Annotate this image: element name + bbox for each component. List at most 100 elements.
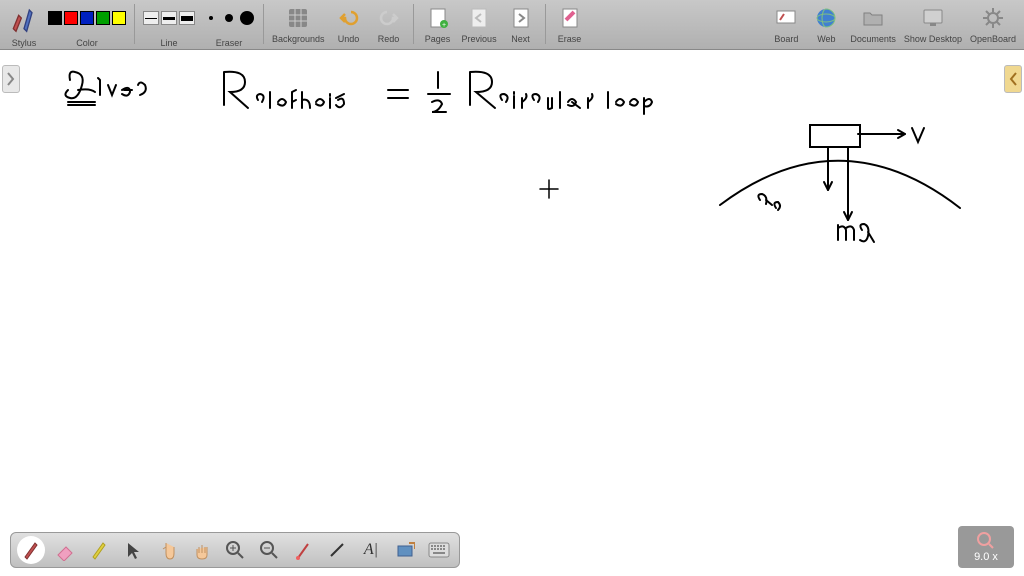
eraser-size-2[interactable] xyxy=(239,11,255,25)
undo-button[interactable] xyxy=(333,2,365,34)
text-tool[interactable]: A| xyxy=(357,536,385,564)
board-button[interactable] xyxy=(770,2,802,34)
undo-label: Undo xyxy=(338,34,360,44)
color-swatch-0[interactable] xyxy=(48,11,62,25)
pointer-icon xyxy=(123,540,143,560)
erase-button[interactable] xyxy=(554,2,586,34)
redo-label: Redo xyxy=(378,34,400,44)
separator xyxy=(545,4,546,44)
text-icon: A| xyxy=(364,541,378,559)
showdesktop-button[interactable] xyxy=(917,2,949,34)
eraser-size-group: Eraser xyxy=(203,2,255,48)
stylus-icon xyxy=(8,2,40,34)
board-group: Board xyxy=(770,2,802,44)
zoom-indicator[interactable]: 9.0 x xyxy=(958,526,1014,568)
eraser-icon xyxy=(54,539,76,561)
zoomin-tool[interactable] xyxy=(221,536,249,564)
pages-button[interactable]: + xyxy=(422,2,454,34)
top-toolbar: Stylus Color Line Eraser Backgrounds Und… xyxy=(0,0,1024,50)
next-button[interactable] xyxy=(505,2,537,34)
highlighter-tool[interactable] xyxy=(85,536,113,564)
right-panel-tab[interactable] xyxy=(1004,65,1022,93)
whiteboard-canvas[interactable] xyxy=(0,50,1024,576)
eraser-size-1[interactable] xyxy=(221,11,237,25)
undo-group: Undo xyxy=(333,2,365,44)
keyboard-tool[interactable] xyxy=(425,536,453,564)
pages-group: + Pages xyxy=(422,2,454,44)
keyboard-icon xyxy=(428,542,450,558)
web-button[interactable] xyxy=(810,2,842,34)
next-group: Next xyxy=(505,2,537,44)
bottom-toolbar: A| xyxy=(10,532,460,568)
line-width-2[interactable] xyxy=(179,11,195,25)
highlighter-icon xyxy=(88,539,110,561)
desktop-icon xyxy=(921,6,945,30)
next-label: Next xyxy=(511,34,530,44)
separator xyxy=(263,4,264,44)
pages-icon: + xyxy=(426,6,450,30)
zoomout-icon xyxy=(259,540,279,560)
gear-icon xyxy=(981,6,1005,30)
left-panel-tab[interactable] xyxy=(2,65,20,93)
erase-group: Erase xyxy=(554,2,586,44)
stylus-label: Stylus xyxy=(12,38,37,48)
documents-button[interactable] xyxy=(857,2,889,34)
zoomin-icon xyxy=(225,540,245,560)
erase-label: Erase xyxy=(558,34,582,44)
backgrounds-label: Backgrounds xyxy=(272,34,325,44)
line-tool[interactable] xyxy=(323,536,351,564)
hand-icon xyxy=(190,539,212,561)
openboard-group: OpenBoard xyxy=(970,2,1016,44)
stylus-button[interactable] xyxy=(8,2,40,34)
capture-tool[interactable] xyxy=(391,536,419,564)
eraser-label: Eraser xyxy=(216,38,243,48)
laser-icon xyxy=(293,540,313,560)
pages-label: Pages xyxy=(425,34,451,44)
previous-label: Previous xyxy=(462,34,497,44)
hand-tool[interactable] xyxy=(153,536,181,564)
chevron-left-icon xyxy=(1007,69,1019,89)
zoomout-tool[interactable] xyxy=(255,536,283,564)
line-width-1[interactable] xyxy=(161,11,177,25)
board-label: Board xyxy=(774,34,798,44)
showdesktop-group: Show Desktop xyxy=(904,2,962,44)
previous-button[interactable] xyxy=(463,2,495,34)
erase-icon xyxy=(558,6,582,30)
redo-group: Redo xyxy=(373,2,405,44)
pointer-tool[interactable] xyxy=(119,536,147,564)
undo-icon xyxy=(337,6,361,30)
pen-icon xyxy=(20,539,42,561)
documents-label: Documents xyxy=(850,34,896,44)
color-swatch-4[interactable] xyxy=(112,11,126,25)
openboard-label: OpenBoard xyxy=(970,34,1016,44)
folder-icon xyxy=(861,6,885,30)
next-icon xyxy=(509,6,533,30)
pen-tool[interactable] xyxy=(17,536,45,564)
line-width-0[interactable] xyxy=(143,11,159,25)
redo-button[interactable] xyxy=(373,2,405,34)
finger-icon xyxy=(156,539,178,561)
backgrounds-button[interactable] xyxy=(282,2,314,34)
documents-group: Documents xyxy=(850,2,896,44)
board-icon xyxy=(774,6,798,30)
grid-icon xyxy=(286,6,310,30)
zoom-value: 9.0 x xyxy=(974,551,998,563)
globe-icon xyxy=(814,6,838,30)
web-group: Web xyxy=(810,2,842,44)
color-swatch-1[interactable] xyxy=(64,11,78,25)
line-group: Line xyxy=(143,2,195,48)
showdesktop-label: Show Desktop xyxy=(904,34,962,44)
eraser-size-0[interactable] xyxy=(203,11,219,25)
color-swatch-2[interactable] xyxy=(80,11,94,25)
openboard-button[interactable] xyxy=(977,2,1009,34)
previous-icon xyxy=(467,6,491,30)
magnifier-icon xyxy=(976,531,996,549)
eraser-tool[interactable] xyxy=(51,536,79,564)
stylus-group: Stylus xyxy=(8,2,40,48)
backgrounds-group: Backgrounds xyxy=(272,2,325,44)
laser-tool[interactable] xyxy=(289,536,317,564)
grab-tool[interactable] xyxy=(187,536,215,564)
color-swatch-3[interactable] xyxy=(96,11,110,25)
color-group: Color xyxy=(48,2,126,48)
separator xyxy=(413,4,414,44)
